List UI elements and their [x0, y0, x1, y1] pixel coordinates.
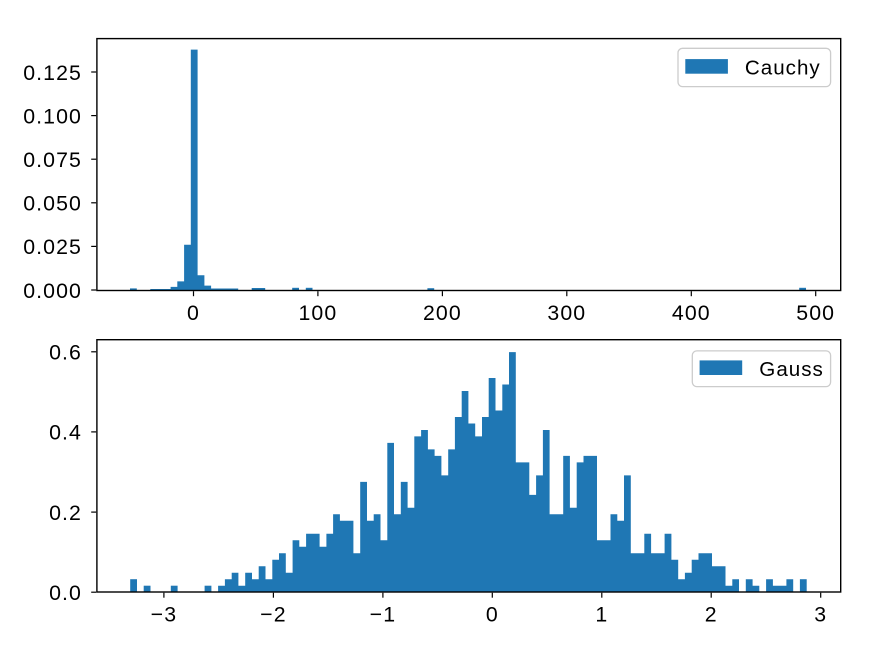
svg-text:0.4: 0.4	[49, 421, 82, 445]
svg-text:200: 200	[423, 301, 462, 325]
svg-text:0.025: 0.025	[23, 235, 82, 259]
svg-text:0.075: 0.075	[23, 148, 82, 172]
svg-text:0: 0	[187, 301, 200, 325]
svg-text:−1: −1	[370, 602, 396, 626]
svg-text:100: 100	[298, 301, 337, 325]
svg-text:Cauchy: Cauchy	[745, 56, 821, 79]
svg-text:−3: −3	[151, 602, 177, 626]
svg-text:300: 300	[547, 301, 586, 325]
svg-text:0.000: 0.000	[23, 279, 82, 303]
svg-text:0.6: 0.6	[49, 341, 82, 365]
svg-text:500: 500	[796, 301, 835, 325]
svg-text:Gauss: Gauss	[759, 358, 824, 381]
svg-text:0.2: 0.2	[49, 501, 82, 525]
svg-text:0.125: 0.125	[23, 61, 82, 85]
svg-text:2: 2	[705, 602, 718, 626]
svg-text:0: 0	[486, 602, 499, 626]
svg-text:0.050: 0.050	[23, 192, 82, 216]
svg-text:−2: −2	[260, 602, 286, 626]
svg-text:0.100: 0.100	[23, 104, 82, 128]
svg-text:0.0: 0.0	[49, 581, 82, 605]
svg-text:3: 3	[814, 602, 827, 626]
svg-text:400: 400	[672, 301, 711, 325]
svg-text:1: 1	[595, 602, 608, 626]
